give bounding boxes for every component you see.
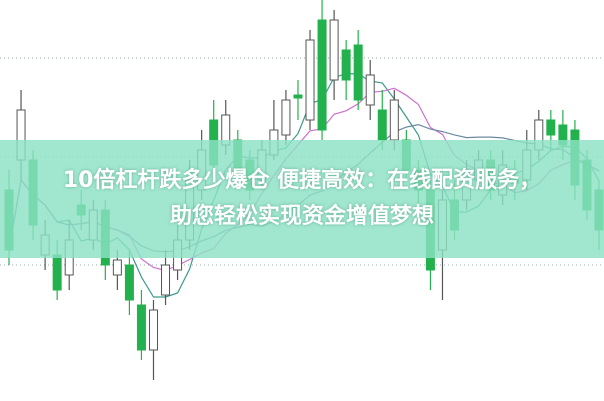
candle-body [305,39,315,121]
candle-body [353,44,363,101]
candle-body [341,49,351,81]
candle-body [365,74,375,106]
candle-body [293,94,303,99]
candle-body [112,259,122,276]
candle-body [377,109,387,141]
candle-body [136,304,146,351]
headline-line-2: 助您轻松实现资金增值梦想 [169,204,434,229]
candle-body [148,309,158,351]
candle-body [281,99,291,136]
headline-line-1: 10倍杠杆跌多少爆仓 便捷高效：在线配资服务， [62,168,542,193]
candle-body [124,264,134,301]
candle-body [161,264,171,296]
headline-banner: 10倍杠杆跌多少爆仓 便捷高效：在线配资服务， 助您轻松实现资金增值梦想 [0,140,604,258]
candle-body [52,254,62,291]
candle-body [389,99,399,141]
candle-body [317,19,327,131]
candle-body [546,119,556,136]
candle-body [329,19,339,81]
